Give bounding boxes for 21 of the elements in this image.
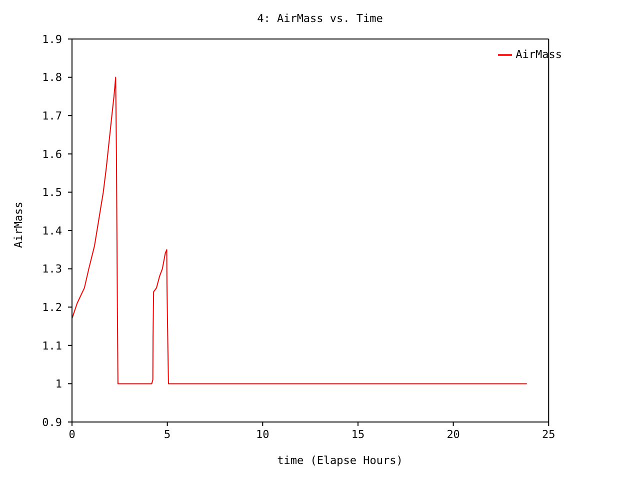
x-tick-label: 20 <box>446 428 460 441</box>
x-tick-label: 15 <box>351 428 365 441</box>
y-tick-label: 1.7 <box>42 110 62 123</box>
x-tick-label: 25 <box>542 428 556 441</box>
y-tick-label: 1.3 <box>42 262 62 276</box>
y-tick-label: 1.9 <box>42 32 62 46</box>
line-series <box>72 76 528 384</box>
y-tick-label: 1 <box>55 378 62 391</box>
chart-title: 4: AirMass vs. Time <box>256 12 384 25</box>
y-axis-title: AirMass <box>12 202 25 248</box>
x-tick-label: 5 <box>164 428 171 441</box>
y-tick-label: 1.1 <box>42 339 62 352</box>
y-tick-label: 1.6 <box>42 148 62 161</box>
y-tick-label: 1.8 <box>42 71 62 84</box>
x-tick-label: 0 <box>68 428 76 441</box>
x-axis-title: time (Elapse Hours) <box>276 454 404 467</box>
x-tick-label: 10 <box>256 428 270 441</box>
y-tick-label: 1.5 <box>42 186 62 200</box>
y-tick-label: 0.9 <box>42 416 62 429</box>
y-tick-label: 1.2 <box>42 301 62 314</box>
y-tick-label: 1.4 <box>42 224 62 238</box>
